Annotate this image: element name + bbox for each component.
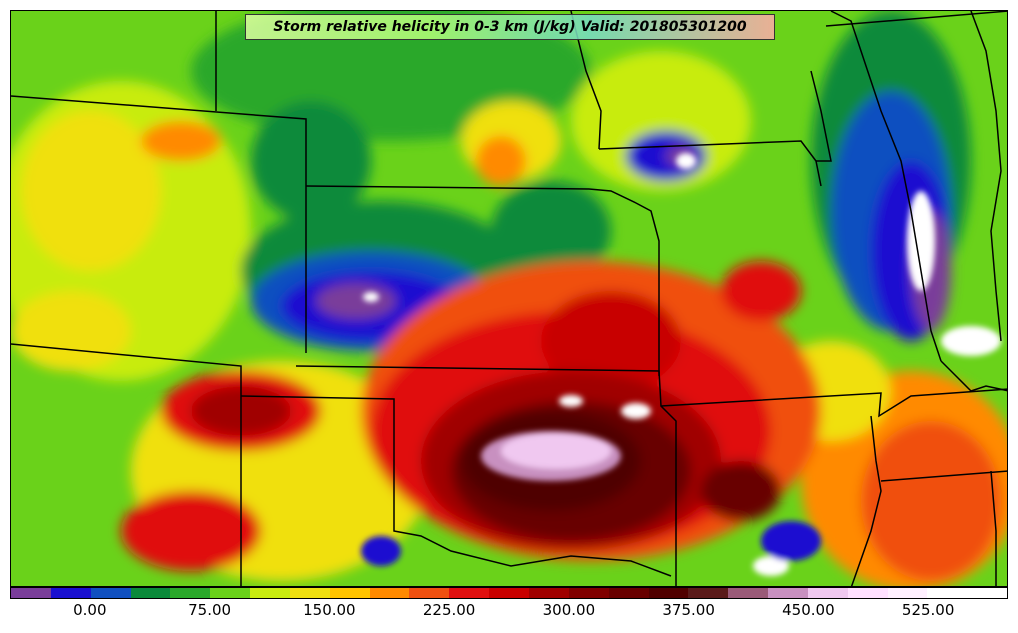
colorbar-segment: [648, 588, 689, 598]
colorbar-segment: [130, 588, 171, 598]
colorbar-tick-label: 525.00: [901, 601, 955, 619]
colorbar-segment: [369, 588, 410, 598]
colorbar-segment: [289, 588, 330, 598]
map-title: Storm relative helicity in 0-3 km (J/kg)…: [245, 14, 775, 40]
colorbar-segment: [449, 588, 490, 598]
colorbar-tick-label: 375.00: [662, 601, 715, 619]
colorbar-segment: [967, 588, 1008, 598]
colorbar-segment: [887, 588, 928, 598]
colorbar-segment: [768, 588, 808, 598]
map-canvas: [11, 11, 1007, 586]
colorbar-segment: [847, 588, 888, 598]
colorbar-tick-label: 450.00: [782, 601, 835, 619]
state-boundaries: [11, 11, 1007, 586]
helicity-field: [11, 11, 1007, 586]
srh-map: [10, 10, 1008, 587]
colorbar-segment: [528, 588, 569, 598]
colorbar-labels: 0.00 75.00 150.00 225.00 300.00 375.00 450.00 5…: [10, 601, 1008, 625]
colorbar-segment: [489, 588, 529, 598]
map-title-text: Storm relative helicity in 0-3 km (J/kg)…: [273, 19, 747, 35]
colorbar-segment: [608, 588, 649, 598]
colorbar-tick-label: 0.00: [73, 601, 107, 619]
colorbar-segment: [568, 588, 609, 598]
colorbar-tick-label: 225.00: [422, 601, 476, 619]
colorbar-segment: [210, 588, 251, 598]
colorbar-segment: [11, 588, 51, 598]
colorbar-segment: [688, 588, 729, 598]
colorbar-tick-label: 150.00: [303, 601, 356, 619]
colorbar-segment: [927, 588, 968, 598]
colorbar-segment: [807, 588, 848, 598]
colorbar-segment: [329, 588, 370, 598]
colorbar-segment: [728, 588, 769, 598]
helicity-maxima: [361, 153, 1001, 576]
colorbar-segment: [250, 588, 290, 598]
colorbar-segment: [170, 588, 211, 598]
colorbar-segment: [90, 588, 131, 598]
colorbar-segment: [50, 588, 91, 598]
colorbar: [10, 587, 1008, 599]
colorbar-tick-label: 75.00: [188, 601, 232, 619]
colorbar-segment: [409, 588, 450, 598]
colorbar-tick-label: 300.00: [542, 601, 596, 619]
